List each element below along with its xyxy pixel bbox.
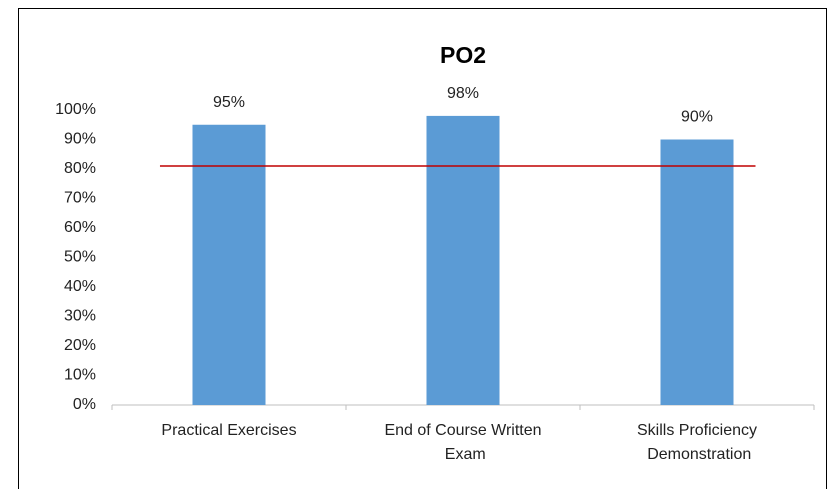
chart-title: PO2 — [440, 42, 486, 68]
y-tick-label: 0% — [73, 396, 96, 413]
y-tick-label: 80% — [64, 160, 96, 177]
x-tick-label: Practical Exercises — [161, 422, 296, 439]
chart-border — [18, 8, 827, 489]
y-tick-label: 20% — [64, 337, 96, 354]
y-tick-label: 50% — [64, 249, 96, 266]
data-label: 95% — [213, 94, 245, 111]
y-tick-label: 100% — [55, 101, 96, 118]
data-label: 98% — [447, 85, 479, 102]
y-tick-label: 10% — [64, 367, 96, 384]
bar — [660, 139, 734, 405]
y-tick-label: 70% — [64, 190, 96, 207]
y-tick-label: 40% — [64, 278, 96, 295]
bar — [192, 124, 266, 405]
x-tick-label: Skills Proficiency Demonstration — [637, 422, 757, 463]
y-tick-label: 30% — [64, 308, 96, 325]
y-tick-label: 60% — [64, 219, 96, 236]
x-tick-label: End of Course Written Exam — [384, 422, 541, 463]
bar — [426, 115, 500, 406]
y-tick-label: 90% — [64, 131, 96, 148]
data-label: 90% — [681, 109, 713, 126]
